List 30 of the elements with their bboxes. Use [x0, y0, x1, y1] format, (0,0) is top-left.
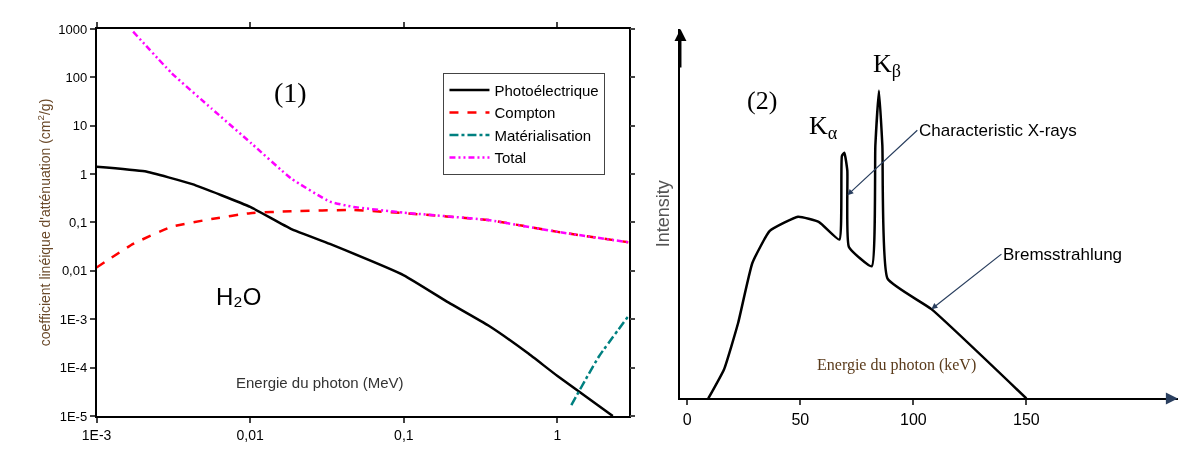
y-tick-label: 1E-3 [59, 311, 88, 327]
x-tick-label: 150 [1013, 410, 1040, 428]
annotation: Bremsstrahlung [1003, 245, 1123, 264]
x-tick-label: 1 [553, 426, 562, 443]
annotation: K$_{β}$ [873, 49, 902, 82]
x-axis-title: Energie du photon (MeV) [236, 374, 404, 391]
y-tick-label: 1000 [58, 21, 88, 37]
x-tick-label: 0,1 [394, 426, 414, 443]
annotation: (2) [747, 86, 778, 115]
x-tick-label: 0 [682, 410, 692, 428]
y-tick-label: 1E-4 [59, 360, 88, 376]
legend-label: Photoélectrique [494, 81, 599, 99]
y-tick-label: 1E-5 [59, 408, 88, 424]
y-axis-title: Intensity [653, 180, 674, 248]
x-tick-label: 50 [791, 410, 810, 428]
legend-label: Total [494, 149, 527, 167]
annotation: K$_{α}$ [809, 111, 838, 144]
annotation: H₂O [216, 283, 262, 310]
x-axis-title: Energie du photon (keV) [817, 356, 977, 374]
x-tick-label: 0,01 [236, 426, 265, 443]
legend-label: Matérialisation [494, 126, 592, 144]
y-tick-label: 0,1 [69, 215, 88, 231]
x-tick-label: 100 [899, 410, 927, 428]
y-tick-label: 1 [79, 166, 88, 182]
y-tick-label: 0,01 [61, 263, 88, 279]
annotation: (1) [274, 77, 307, 108]
annotation: Characteristic X-rays [919, 121, 1077, 140]
y-tick-label: 10 [72, 118, 88, 134]
y-tick-label: 100 [65, 69, 88, 85]
legend-label: Compton [494, 104, 556, 122]
